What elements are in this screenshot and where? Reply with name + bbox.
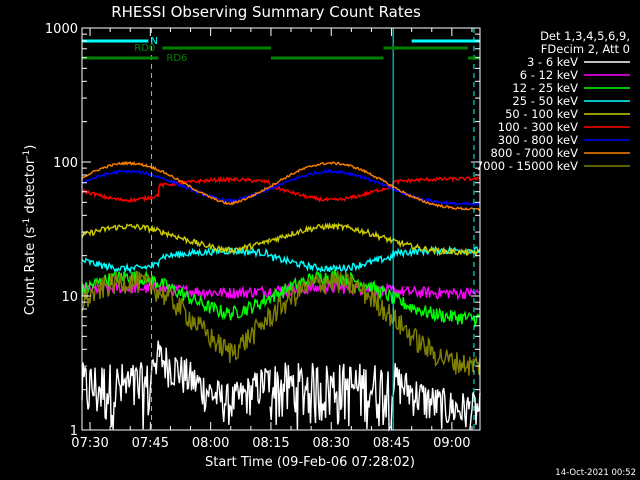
series-segment (81, 340, 160, 430)
series-segment (469, 202, 481, 207)
legend-label: 300 - 800 keV (498, 133, 578, 147)
series-8 (81, 270, 481, 376)
x-tick-label: 09:00 (433, 436, 470, 451)
y-tick-label: 10 (61, 290, 78, 305)
series-segment (269, 221, 394, 245)
legend-label: 50 - 100 keV (505, 107, 578, 121)
legend-label: 100 - 300 keV (498, 120, 578, 134)
series-4 (81, 221, 481, 258)
series-segment (393, 186, 471, 211)
series-segment (393, 285, 471, 301)
legend-label: 6 - 12 keV (520, 68, 578, 82)
series-segment (392, 291, 471, 325)
series-segment (469, 355, 481, 376)
series-segment (392, 245, 471, 259)
plot-frame (81, 27, 481, 431)
series-segment (81, 271, 160, 312)
series-segment (269, 362, 394, 432)
series-segment (392, 307, 471, 376)
series-segment (269, 250, 394, 274)
y-tick-label: 1 (70, 424, 78, 439)
legend-label: 7000 - 15000 keV (476, 159, 578, 173)
legend-header-line-1: Det 1,3,4,5,6,9, (540, 29, 630, 43)
status-bar-label: RD6 (166, 53, 187, 64)
series-segment (392, 187, 471, 207)
series-segment (81, 185, 160, 203)
series-segment (269, 161, 394, 189)
x-tick-label: 08:45 (373, 436, 410, 451)
series-segment (469, 313, 481, 328)
legend-label: 800 - 7000 keV (490, 146, 578, 160)
series-segment (81, 168, 160, 184)
series-segment (392, 237, 471, 257)
series-segment (158, 228, 271, 254)
series-segment (469, 176, 481, 182)
series-segment (469, 207, 481, 212)
series-segment (469, 286, 481, 296)
x-tick-label: 08:00 (192, 436, 229, 451)
series-segment (158, 286, 271, 364)
series-5 (81, 175, 481, 203)
series-segment (269, 181, 394, 203)
series-segment (81, 160, 160, 180)
series-segment (81, 223, 160, 238)
axes: 07:30 07:45 08:00 08:15 08:30 08:45 09:00 1 10 10… (45, 22, 481, 451)
series-segment (158, 344, 271, 425)
series-segment (269, 270, 394, 327)
series-segment (469, 249, 481, 258)
series-segment (158, 284, 271, 301)
footer-date: 14-Oct-2021 00:52 (555, 468, 636, 478)
x-tick-label: 07:45 (132, 436, 169, 451)
x-tick-label: 08:30 (313, 436, 350, 451)
legend: Det 1,3,4,5,6,9, FDecim 2, Att 0 3 - 6 k… (476, 29, 630, 173)
x-axis-label: Start Time (09-Feb-06 07:28:02) (205, 455, 415, 470)
series-segment (469, 392, 481, 431)
chart-title: RHESSI Observing Summary Count Rates (111, 3, 421, 21)
series-7 (81, 160, 481, 212)
status-bar-label: RD0 (134, 43, 155, 54)
y-axis-label: Count Rate (s-1 detector-1) (22, 145, 38, 316)
series-segment (269, 168, 394, 191)
series-segment (158, 175, 271, 189)
y-tick-label: 1000 (45, 22, 78, 37)
series-segment (392, 176, 471, 185)
legend-label: 25 - 50 keV (512, 94, 578, 108)
legend-label: 3 - 6 keV (527, 55, 578, 69)
x-tick-label: 08:15 (252, 436, 289, 451)
legend-header-line-2: FDecim 2, Att 0 (541, 42, 630, 56)
series-0 (81, 340, 481, 432)
legend-label: 12 - 25 keV (512, 81, 578, 95)
series-segment (158, 169, 271, 206)
series-segment (81, 257, 160, 275)
status-bar-label: N (150, 36, 157, 47)
y-tick-label: 100 (53, 156, 78, 171)
series-segment (158, 277, 271, 321)
x-tick-label: 07:30 (71, 436, 108, 451)
series-segment (392, 363, 471, 429)
